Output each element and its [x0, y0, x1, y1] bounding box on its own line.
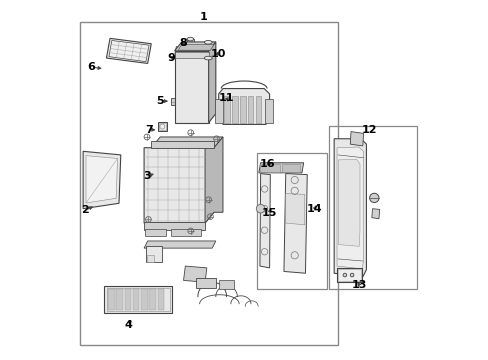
Text: 10: 10 [210, 49, 225, 59]
Polygon shape [174, 42, 215, 51]
Polygon shape [174, 51, 208, 123]
Polygon shape [106, 39, 151, 63]
Circle shape [369, 193, 378, 203]
Text: 2: 2 [81, 206, 89, 216]
Polygon shape [86, 156, 117, 203]
Bar [149, 289, 156, 310]
Text: 1: 1 [199, 12, 207, 22]
Polygon shape [144, 229, 165, 235]
Text: 4: 4 [124, 320, 132, 330]
Ellipse shape [204, 41, 212, 44]
Bar [260, 164, 279, 172]
Polygon shape [284, 174, 306, 273]
Bar [158, 122, 167, 131]
Bar [265, 99, 273, 123]
Bar [116, 289, 122, 310]
Polygon shape [171, 229, 201, 235]
Polygon shape [349, 132, 363, 146]
Bar [282, 164, 300, 172]
Bar [204, 43, 212, 58]
Text: 9: 9 [167, 53, 175, 63]
Bar [215, 99, 223, 123]
Bar [187, 40, 193, 50]
Text: 14: 14 [306, 204, 322, 215]
Bar [159, 123, 165, 130]
Bar [104, 286, 172, 313]
Bar [196, 278, 215, 288]
Polygon shape [109, 41, 149, 62]
Text: 15: 15 [262, 208, 277, 218]
Circle shape [343, 273, 346, 277]
Polygon shape [178, 44, 214, 50]
Bar [106, 288, 169, 311]
Polygon shape [260, 174, 270, 268]
Polygon shape [218, 89, 269, 125]
Text: 7: 7 [144, 125, 152, 135]
Bar [174, 51, 208, 58]
Circle shape [256, 204, 264, 213]
Ellipse shape [187, 37, 193, 41]
Polygon shape [144, 241, 215, 248]
Bar [257, 153, 326, 289]
Bar [124, 289, 131, 310]
Text: 6: 6 [87, 62, 95, 72]
Bar [231, 96, 237, 123]
Text: 13: 13 [351, 280, 366, 290]
Text: 8: 8 [179, 38, 186, 48]
Polygon shape [336, 147, 363, 269]
Bar [336, 268, 362, 282]
Polygon shape [258, 163, 303, 173]
Bar [147, 255, 154, 262]
Polygon shape [285, 194, 304, 225]
Bar [255, 96, 261, 123]
Bar [224, 96, 229, 123]
Polygon shape [208, 42, 215, 123]
Polygon shape [338, 159, 359, 246]
Polygon shape [204, 137, 223, 223]
Bar [133, 289, 139, 310]
Polygon shape [371, 209, 379, 219]
Bar [247, 96, 253, 123]
Polygon shape [145, 246, 162, 262]
Polygon shape [183, 266, 206, 282]
Bar [80, 22, 337, 345]
Polygon shape [144, 222, 204, 230]
Polygon shape [175, 46, 183, 55]
Circle shape [349, 273, 353, 277]
Text: 3: 3 [143, 171, 150, 181]
Bar [219, 280, 233, 289]
Text: 11: 11 [219, 93, 234, 103]
Text: 16: 16 [259, 159, 275, 169]
Text: 5: 5 [156, 96, 163, 106]
Polygon shape [151, 140, 214, 148]
Text: 12: 12 [361, 125, 377, 135]
Bar [141, 289, 147, 310]
Polygon shape [151, 137, 223, 148]
Polygon shape [333, 139, 366, 277]
Bar [158, 289, 164, 310]
Bar [328, 126, 416, 289]
Polygon shape [83, 151, 121, 209]
Bar [108, 289, 115, 310]
Bar [239, 96, 245, 123]
Ellipse shape [204, 56, 212, 60]
Bar [171, 98, 178, 105]
Bar [338, 269, 360, 281]
Polygon shape [144, 148, 214, 223]
